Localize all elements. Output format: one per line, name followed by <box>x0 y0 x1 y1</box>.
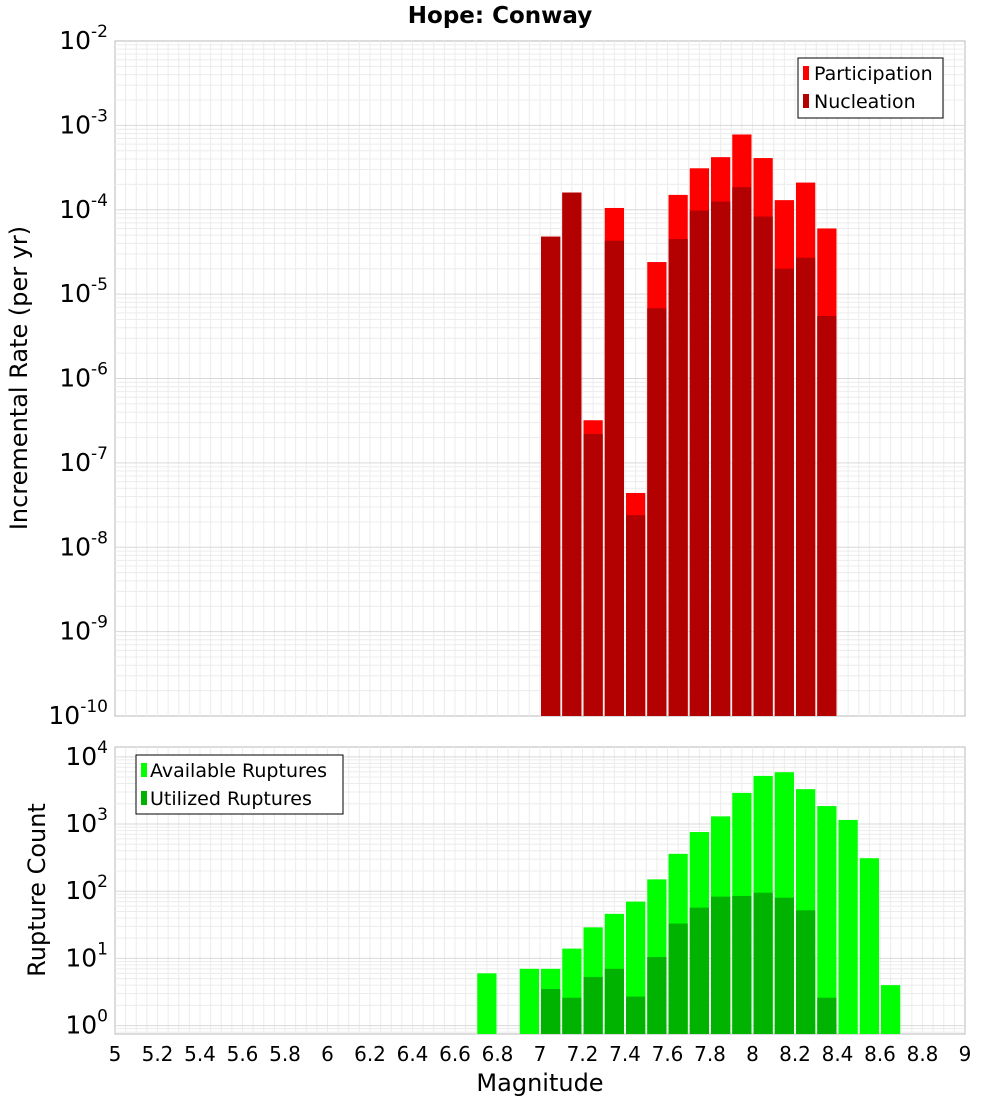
counts-y-tick-label: 103 <box>65 805 108 838</box>
nucleation-bar <box>604 240 624 717</box>
available-ruptures-bar <box>881 985 901 1034</box>
utilized-legend-label: Utilized Ruptures <box>150 788 312 810</box>
x-tick-label: 9 <box>959 1042 972 1066</box>
counts-bars <box>477 772 901 1034</box>
x-tick-label: 6.6 <box>439 1042 471 1066</box>
x-tick-label: 6.8 <box>482 1042 514 1066</box>
rates-y-tick-label: 10-9 <box>59 613 108 646</box>
nucleation-bar <box>626 515 646 716</box>
counts-y-axis-label: Rupture Count <box>23 803 51 977</box>
rates-gridlines <box>115 41 965 716</box>
x-tick-label: 7.8 <box>694 1042 726 1066</box>
x-tick-label: 5 <box>109 1042 122 1066</box>
x-tick-label: 5.6 <box>227 1042 259 1066</box>
utilized-ruptures-bar <box>753 892 773 1034</box>
nucleation-bar <box>774 268 794 716</box>
x-tick-label: 8.2 <box>779 1042 811 1066</box>
rates-y-tick-label: 10-10 <box>48 697 108 730</box>
available-legend-label: Available Ruptures <box>150 760 327 782</box>
x-tick-label: 8.8 <box>907 1042 939 1066</box>
utilized-ruptures-bar <box>817 997 837 1034</box>
x-tick-label: 7.2 <box>567 1042 599 1066</box>
rates-panel: 10-10 10-9 10-8 10-7 10-6 10-5 10-4 10-3 10-2 In… <box>5 22 966 730</box>
available-ruptures-bar <box>519 968 539 1034</box>
counts-y-tick-label: 104 <box>65 738 108 771</box>
utilized-ruptures-bar <box>626 996 646 1034</box>
nucleation-bar <box>711 201 731 716</box>
utilized-ruptures-bar <box>711 896 731 1034</box>
nucleation-bar <box>562 192 582 717</box>
x-tick-label: 6.2 <box>354 1042 386 1066</box>
x-tick-label: 8 <box>746 1042 759 1066</box>
x-tick-label: 6 <box>321 1042 334 1066</box>
nucleation-bar <box>647 308 667 716</box>
x-tick-label: 7.6 <box>652 1042 684 1066</box>
x-tick-label: 8.6 <box>864 1042 896 1066</box>
utilized-ruptures-bar <box>647 956 667 1034</box>
rates-y-tick-label: 10-7 <box>59 444 108 477</box>
utilized-ruptures-bar <box>668 923 688 1034</box>
counts-y-ticks: 100 101 102 103 104 <box>65 738 108 1040</box>
rates-bars <box>541 134 837 717</box>
utilized-ruptures-bar <box>796 910 816 1034</box>
rates-y-ticks: 10-10 10-9 10-8 10-7 10-6 10-5 10-4 10-3 10-2 <box>48 22 108 730</box>
nucleation-bar <box>796 257 816 716</box>
available-ruptures-bar <box>477 973 497 1034</box>
utilized-ruptures-bar <box>689 907 709 1034</box>
rates-y-tick-label: 10-8 <box>59 528 108 561</box>
counts-legend-box <box>135 754 344 815</box>
available-ruptures-bar <box>817 806 837 1034</box>
nucleation-bar <box>732 187 752 716</box>
nucleation-legend-swatch <box>803 94 809 108</box>
nucleation-bar <box>583 433 603 716</box>
counts-x-ticks: 5 5.2 5.4 5.6 5.8 6 6.2 6.4 6.6 6.8 7 7.2 7.4 7.6 7.8 8… <box>109 1042 972 1066</box>
utilized-ruptures-bar <box>562 997 582 1034</box>
nucleation-bar <box>541 236 561 716</box>
x-tick-label: 5.8 <box>269 1042 301 1066</box>
counts-panel: 100 101 102 103 104 5 5.2 5.4 5.6 5.8 6 6.2 6.4 6.6 6… <box>23 738 971 1097</box>
participation-legend-swatch <box>803 66 809 80</box>
nucleation-bar <box>689 210 709 716</box>
nucleation-legend-label: Nucleation <box>814 91 916 113</box>
participation-legend-label: Participation <box>814 63 933 85</box>
utilized-ruptures-bar <box>583 976 603 1034</box>
utilized-ruptures-bar <box>541 989 561 1034</box>
available-legend-swatch <box>141 763 147 777</box>
rates-y-tick-label: 10-3 <box>59 106 108 139</box>
utilized-ruptures-bar <box>604 968 624 1034</box>
chart-title: Hope: Conway <box>408 3 592 29</box>
utilized-ruptures-bar <box>732 895 752 1034</box>
utilized-legend-swatch <box>141 791 147 805</box>
available-ruptures-bar <box>838 819 858 1034</box>
rates-y-tick-label: 10-2 <box>59 22 108 55</box>
x-tick-label: 6.4 <box>397 1042 429 1066</box>
counts-y-tick-label: 101 <box>65 939 108 972</box>
counts-y-tick-label: 100 <box>65 1007 108 1040</box>
x-tick-label: 5.2 <box>142 1042 174 1066</box>
rates-legend: Participation Nucleation <box>797 57 944 119</box>
nucleation-bar <box>668 239 688 716</box>
rates-legend-box <box>797 57 944 119</box>
rates-y-axis-label: Incremental Rate (per yr) <box>5 226 33 530</box>
x-tick-label: 7 <box>534 1042 547 1066</box>
x-tick-label: 7.4 <box>609 1042 641 1066</box>
counts-legend: Available Ruptures Utilized Ruptures <box>135 754 344 815</box>
rates-y-tick-label: 10-4 <box>59 191 108 224</box>
counts-y-tick-label: 102 <box>65 872 108 905</box>
available-ruptures-bar <box>859 858 879 1034</box>
utilized-ruptures-bar <box>774 897 794 1034</box>
rates-y-tick-label: 10-6 <box>59 360 108 393</box>
nucleation-bar <box>753 216 773 716</box>
rates-y-tick-label: 10-5 <box>59 275 108 308</box>
x-tick-label: 8.4 <box>822 1042 854 1066</box>
x-tick-label: 5.4 <box>184 1042 216 1066</box>
nucleation-bar <box>817 316 837 716</box>
x-axis-label: Magnitude <box>476 1069 603 1097</box>
